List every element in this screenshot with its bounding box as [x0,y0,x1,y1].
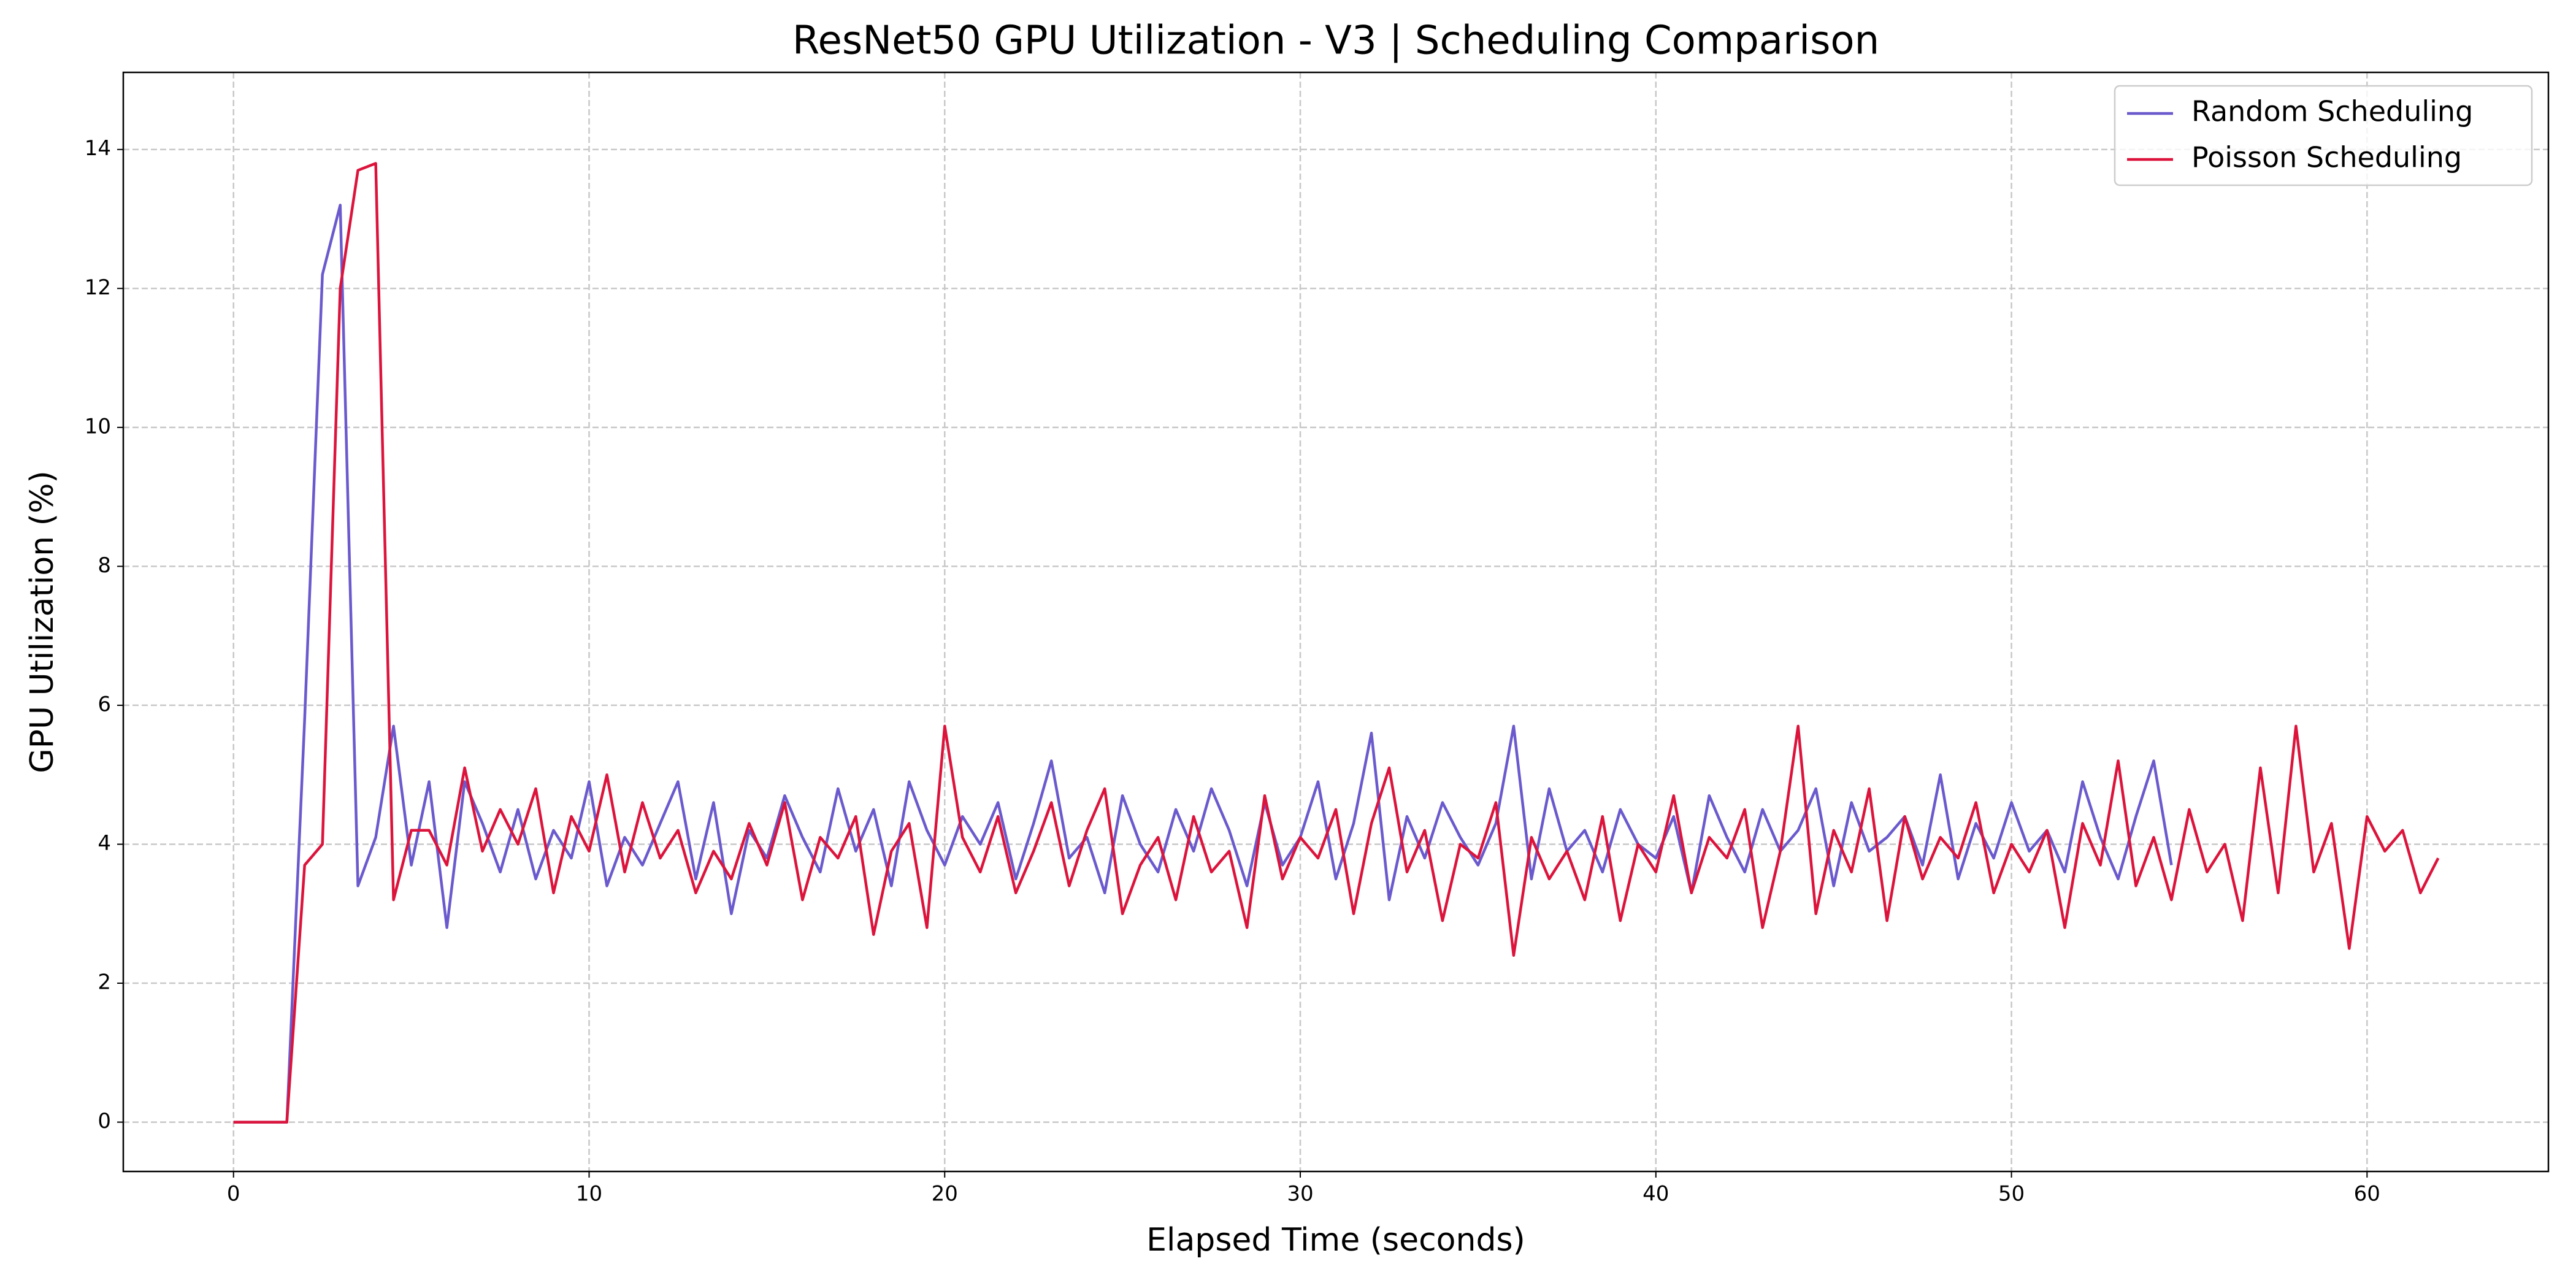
y-tick-label: 0 [98,1109,111,1133]
y-tick-label: 14 [85,136,111,161]
y-tick-label: 10 [85,414,111,439]
data-line [233,204,2173,1124]
plot-frame [122,71,2550,1173]
legend-box [2114,85,2533,186]
x-tick-label: 20 [932,1182,958,1206]
x-tick-label: 30 [1287,1182,1313,1206]
y-tick-label: 2 [98,970,111,995]
y-axis-label: GPU Utilization (%) [24,470,61,773]
legend-label: Random Scheduling [2191,95,2473,128]
x-axis-label: Elapsed Time (seconds) [1146,1222,1525,1259]
x-tick-label: 10 [576,1182,602,1206]
x-tick-label: 40 [1643,1182,1669,1206]
legend-label: Poisson Scheduling [2191,141,2462,174]
y-tick-label: 8 [98,553,111,578]
x-tick-label: 50 [1998,1182,2025,1206]
y-tick-label: 12 [85,275,111,300]
x-tick-label: 60 [2354,1182,2380,1206]
data-line [233,162,2440,1124]
y-tick-label: 4 [98,831,111,856]
y-tick-label: 6 [98,692,111,716]
chart-title: ResNet50 GPU Utilization - V3 | Scheduli… [792,18,1879,64]
x-tick-label: 0 [227,1182,240,1206]
